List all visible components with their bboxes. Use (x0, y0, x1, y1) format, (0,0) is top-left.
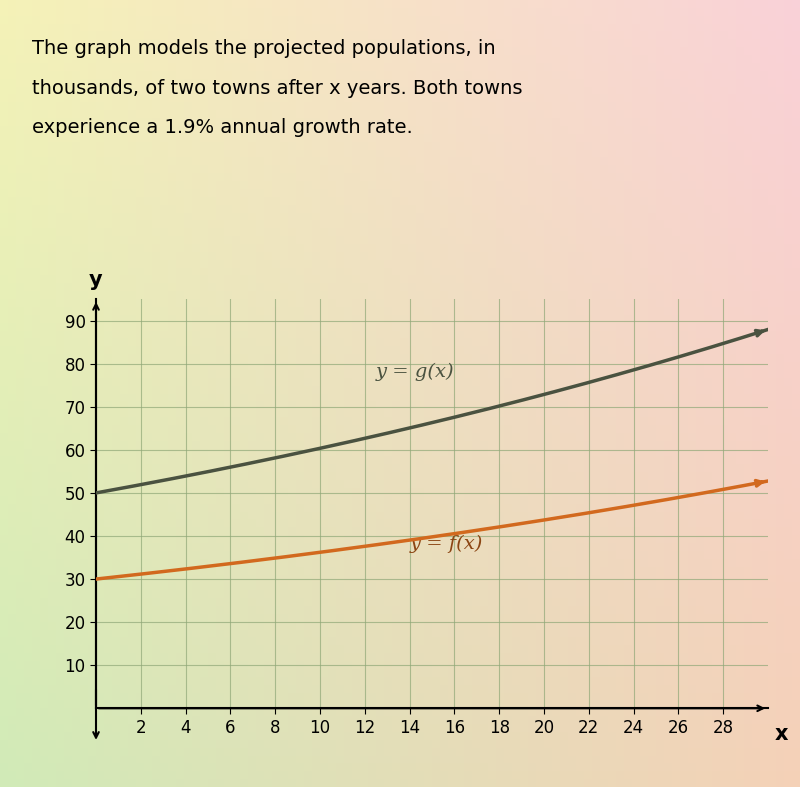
Text: y = f(x): y = f(x) (410, 534, 483, 553)
Text: x: x (774, 724, 788, 745)
Text: y = g(x): y = g(x) (376, 362, 454, 381)
Text: y: y (89, 271, 103, 290)
Text: The graph models the projected populations, in: The graph models the projected populatio… (32, 39, 496, 58)
Text: experience a 1.9% annual growth rate.: experience a 1.9% annual growth rate. (32, 118, 413, 137)
Text: thousands, of two towns after x years. Both towns: thousands, of two towns after x years. B… (32, 79, 522, 98)
